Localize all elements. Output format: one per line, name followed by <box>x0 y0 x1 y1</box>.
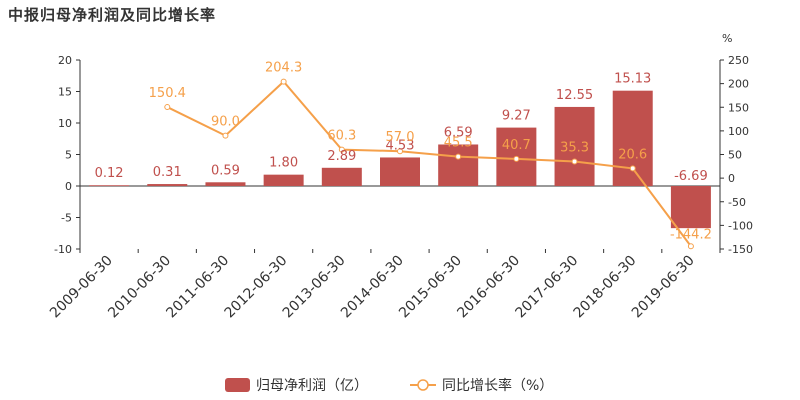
growth-value-label: 204.3 <box>265 61 302 76</box>
y-right-tick-label: -150 <box>728 243 753 256</box>
bar-value-label: 9.27 <box>502 109 531 124</box>
legend-line-label: 同比增长率（%） <box>442 377 553 394</box>
bar-value-label: 1.80 <box>269 156 298 171</box>
y-right-tick-label: -100 <box>728 219 753 232</box>
y-left-tick-label: 5 <box>65 149 72 162</box>
growth-point <box>338 146 345 153</box>
bar <box>380 157 420 186</box>
legend: 归母净利润（亿） 同比增长率（%） <box>225 377 553 394</box>
y-right-tick-label: 100 <box>728 125 749 138</box>
data-labels: 0.12 0.31 0.59 1.80 2.89 4.53 6.59 9.27 12.55 15.… <box>95 61 712 243</box>
bar <box>438 144 479 186</box>
bar <box>670 186 711 229</box>
growth-point <box>397 148 403 155</box>
growth-value-label: 60.3 <box>327 129 356 144</box>
bar <box>205 182 246 186</box>
bar-value-label: 0.59 <box>211 163 240 178</box>
growth-value-label: 57.0 <box>386 130 415 145</box>
growth-point <box>280 78 287 85</box>
bar <box>147 184 188 186</box>
bar <box>554 106 595 186</box>
bar-value-label: 2.89 <box>327 149 356 164</box>
legend-bar-label: 归母净利润（亿） <box>256 377 368 394</box>
chart-title: 中报归母净利润及同比增长率 <box>8 6 217 24</box>
bar-value-label: 0.12 <box>95 166 124 181</box>
bar-value-label: 6.59 <box>444 125 473 140</box>
growth-value-label: 35.3 <box>560 140 589 155</box>
bar <box>321 167 362 186</box>
growth-value-label: 90.0 <box>211 115 240 130</box>
bar <box>263 174 304 186</box>
growth-value-label: -144.2 <box>670 227 712 242</box>
y-right-tick-label: 150 <box>728 101 749 114</box>
bar-value-label: 0.31 <box>153 165 182 180</box>
y-right-unit: % <box>722 32 732 45</box>
growth-point <box>513 155 520 162</box>
growth-value-label: 45.5 <box>444 136 473 151</box>
x-tick-label: 2019-06-30 <box>629 253 698 322</box>
bar-value-label: 12.55 <box>556 88 593 103</box>
growth-point <box>571 158 578 165</box>
growth-point <box>455 153 462 160</box>
growth-value-label: 40.7 <box>502 138 531 153</box>
growth-line-path <box>166 80 692 247</box>
y-left-tick-label: 0 <box>65 180 72 193</box>
y-left-tick-label: -5 <box>61 212 72 225</box>
growth-point <box>629 165 636 172</box>
bar-value-label: 4.53 <box>386 138 415 153</box>
y-left-tick-label: 20 <box>58 54 72 67</box>
growth-value-label: 150.4 <box>149 86 186 101</box>
y-left-tick-label: 10 <box>58 117 72 130</box>
y-left-tick-label: -10 <box>54 243 72 256</box>
growth-point <box>164 104 171 111</box>
legend-bar-swatch <box>225 378 250 392</box>
y-left-tick-label: 15 <box>58 86 72 99</box>
bar-value-label: -6.69 <box>674 169 708 184</box>
bar <box>89 185 130 187</box>
y-right-tick-label: 0 <box>728 172 735 185</box>
legend-line-marker <box>417 379 429 391</box>
growth-point <box>687 243 694 250</box>
y-right-tick-label: -50 <box>728 196 746 209</box>
growth-value-label: 20.6 <box>618 147 647 162</box>
growth-point <box>222 132 229 139</box>
y-right-tick-label: 250 <box>728 54 749 67</box>
y-right-tick-label: 200 <box>728 78 749 91</box>
bar-value-label: 15.13 <box>614 72 651 87</box>
bar <box>612 90 653 186</box>
growth-line <box>164 78 694 250</box>
y-right-tick-label: 50 <box>728 149 742 162</box>
